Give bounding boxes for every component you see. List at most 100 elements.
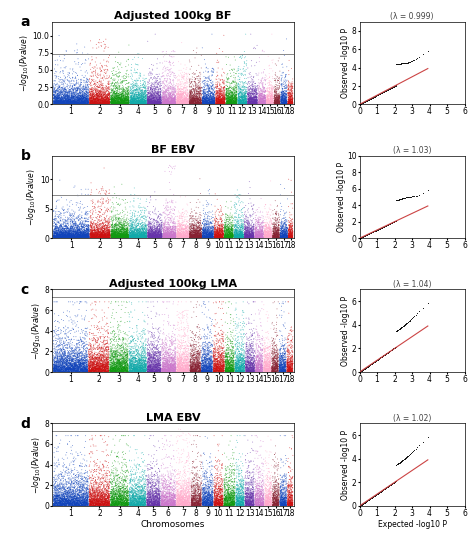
Point <box>183 100 191 109</box>
Point <box>184 98 191 107</box>
Point <box>90 92 97 101</box>
Point <box>254 232 262 241</box>
Point <box>362 97 369 106</box>
Point <box>62 333 70 342</box>
Point <box>85 222 92 231</box>
Point <box>357 233 365 242</box>
Point <box>360 499 367 508</box>
Point <box>101 232 109 240</box>
Point <box>193 499 201 508</box>
Point <box>357 233 365 242</box>
Point <box>237 88 245 97</box>
Point <box>214 229 221 238</box>
Point <box>166 92 173 101</box>
Point <box>367 494 374 503</box>
Point <box>359 232 366 241</box>
Point <box>258 361 266 369</box>
Point <box>226 495 234 504</box>
Point <box>142 233 150 242</box>
Point <box>131 228 139 237</box>
Point <box>180 366 188 375</box>
Point <box>172 366 179 375</box>
Point <box>218 91 225 100</box>
Point <box>357 500 365 509</box>
Point <box>201 497 208 506</box>
Point <box>105 345 113 354</box>
Point <box>196 224 203 232</box>
Point <box>173 231 181 240</box>
Point <box>52 88 60 97</box>
Point <box>168 361 175 369</box>
Point <box>103 498 110 507</box>
Point <box>359 98 366 107</box>
Point <box>188 494 196 503</box>
Point <box>164 345 172 354</box>
Point <box>356 367 364 376</box>
Point <box>356 233 364 242</box>
Point <box>358 500 366 509</box>
Point <box>173 501 181 510</box>
Point <box>368 493 375 502</box>
Point <box>224 487 231 496</box>
Point <box>234 341 241 349</box>
Point <box>63 492 71 500</box>
Point <box>371 357 379 366</box>
Point <box>373 226 380 234</box>
Point <box>363 231 371 239</box>
Point <box>120 221 128 230</box>
Point <box>366 361 374 369</box>
Point <box>60 487 67 496</box>
Point <box>273 230 281 239</box>
Point <box>216 361 224 369</box>
Point <box>81 225 88 233</box>
Point <box>162 491 169 500</box>
Point <box>136 98 144 107</box>
Point <box>52 97 59 106</box>
Point <box>55 234 62 243</box>
Point <box>88 231 96 239</box>
Point <box>249 357 256 366</box>
Point <box>141 96 149 105</box>
Point <box>365 496 372 504</box>
Point <box>364 230 372 238</box>
Point <box>257 100 265 109</box>
Point <box>87 359 95 368</box>
Point <box>279 98 287 107</box>
Point <box>367 493 375 502</box>
Point <box>362 231 369 240</box>
Point <box>73 339 81 348</box>
Point <box>74 501 82 510</box>
Point <box>67 467 75 476</box>
Point <box>232 231 239 239</box>
Point <box>283 94 290 102</box>
Point <box>100 221 108 230</box>
Point <box>154 362 162 371</box>
Point <box>254 225 261 234</box>
Point <box>51 96 59 104</box>
Point <box>244 219 251 227</box>
Point <box>175 360 182 368</box>
Point <box>227 497 234 506</box>
Point <box>362 363 369 372</box>
Point <box>358 366 365 375</box>
Point <box>357 233 365 242</box>
Point <box>234 79 242 88</box>
Point <box>196 95 204 103</box>
Point <box>65 96 73 105</box>
Point <box>202 358 210 367</box>
Point <box>152 100 160 108</box>
Point <box>227 499 235 508</box>
Point <box>374 490 381 498</box>
Point <box>385 481 392 490</box>
Point <box>356 502 364 510</box>
Point <box>69 222 77 231</box>
Point <box>167 361 174 370</box>
Point <box>193 232 201 241</box>
Point <box>89 97 97 106</box>
Point <box>173 96 181 105</box>
Point <box>386 84 393 93</box>
Point <box>363 497 371 505</box>
Point <box>281 501 288 510</box>
Point <box>184 498 191 507</box>
Point <box>357 100 365 108</box>
